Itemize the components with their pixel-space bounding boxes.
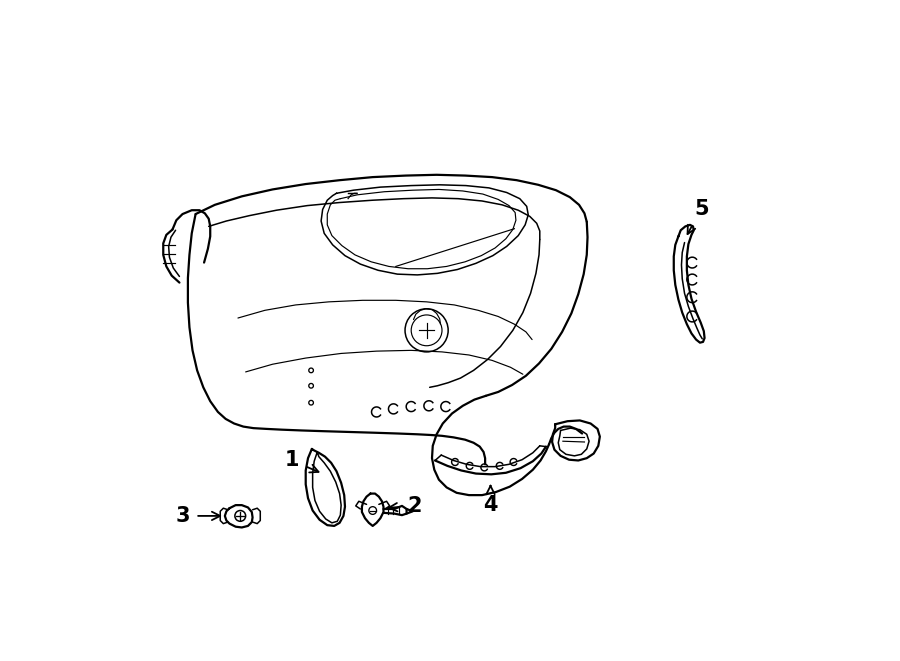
Text: 3: 3 bbox=[176, 506, 220, 526]
Text: 4: 4 bbox=[483, 486, 498, 515]
Text: 1: 1 bbox=[284, 450, 319, 473]
Text: 5: 5 bbox=[688, 199, 709, 234]
Text: 2: 2 bbox=[389, 496, 422, 516]
